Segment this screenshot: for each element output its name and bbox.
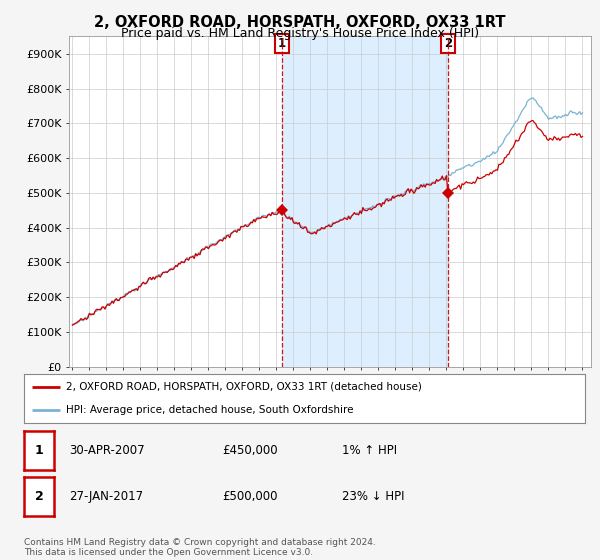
Text: 1% ↑ HPI: 1% ↑ HPI bbox=[342, 444, 397, 458]
Text: 1: 1 bbox=[278, 37, 286, 50]
Text: 2: 2 bbox=[35, 490, 43, 503]
Text: £500,000: £500,000 bbox=[222, 490, 277, 503]
Text: 30-APR-2007: 30-APR-2007 bbox=[69, 444, 145, 458]
Bar bbox=[282, 36, 448, 367]
Text: 2, OXFORD ROAD, HORSPATH, OXFORD, OX33 1RT: 2, OXFORD ROAD, HORSPATH, OXFORD, OX33 1… bbox=[94, 15, 506, 30]
Text: 1: 1 bbox=[35, 444, 43, 458]
Text: HPI: Average price, detached house, South Oxfordshire: HPI: Average price, detached house, Sout… bbox=[66, 405, 353, 416]
Text: 27-JAN-2017: 27-JAN-2017 bbox=[69, 490, 143, 503]
Text: 2, OXFORD ROAD, HORSPATH, OXFORD, OX33 1RT (detached house): 2, OXFORD ROAD, HORSPATH, OXFORD, OX33 1… bbox=[66, 382, 422, 392]
Text: Price paid vs. HM Land Registry's House Price Index (HPI): Price paid vs. HM Land Registry's House … bbox=[121, 27, 479, 40]
Text: £450,000: £450,000 bbox=[222, 444, 278, 458]
Text: Contains HM Land Registry data © Crown copyright and database right 2024.
This d: Contains HM Land Registry data © Crown c… bbox=[24, 538, 376, 557]
Text: 2: 2 bbox=[444, 37, 452, 50]
Text: 23% ↓ HPI: 23% ↓ HPI bbox=[342, 490, 404, 503]
